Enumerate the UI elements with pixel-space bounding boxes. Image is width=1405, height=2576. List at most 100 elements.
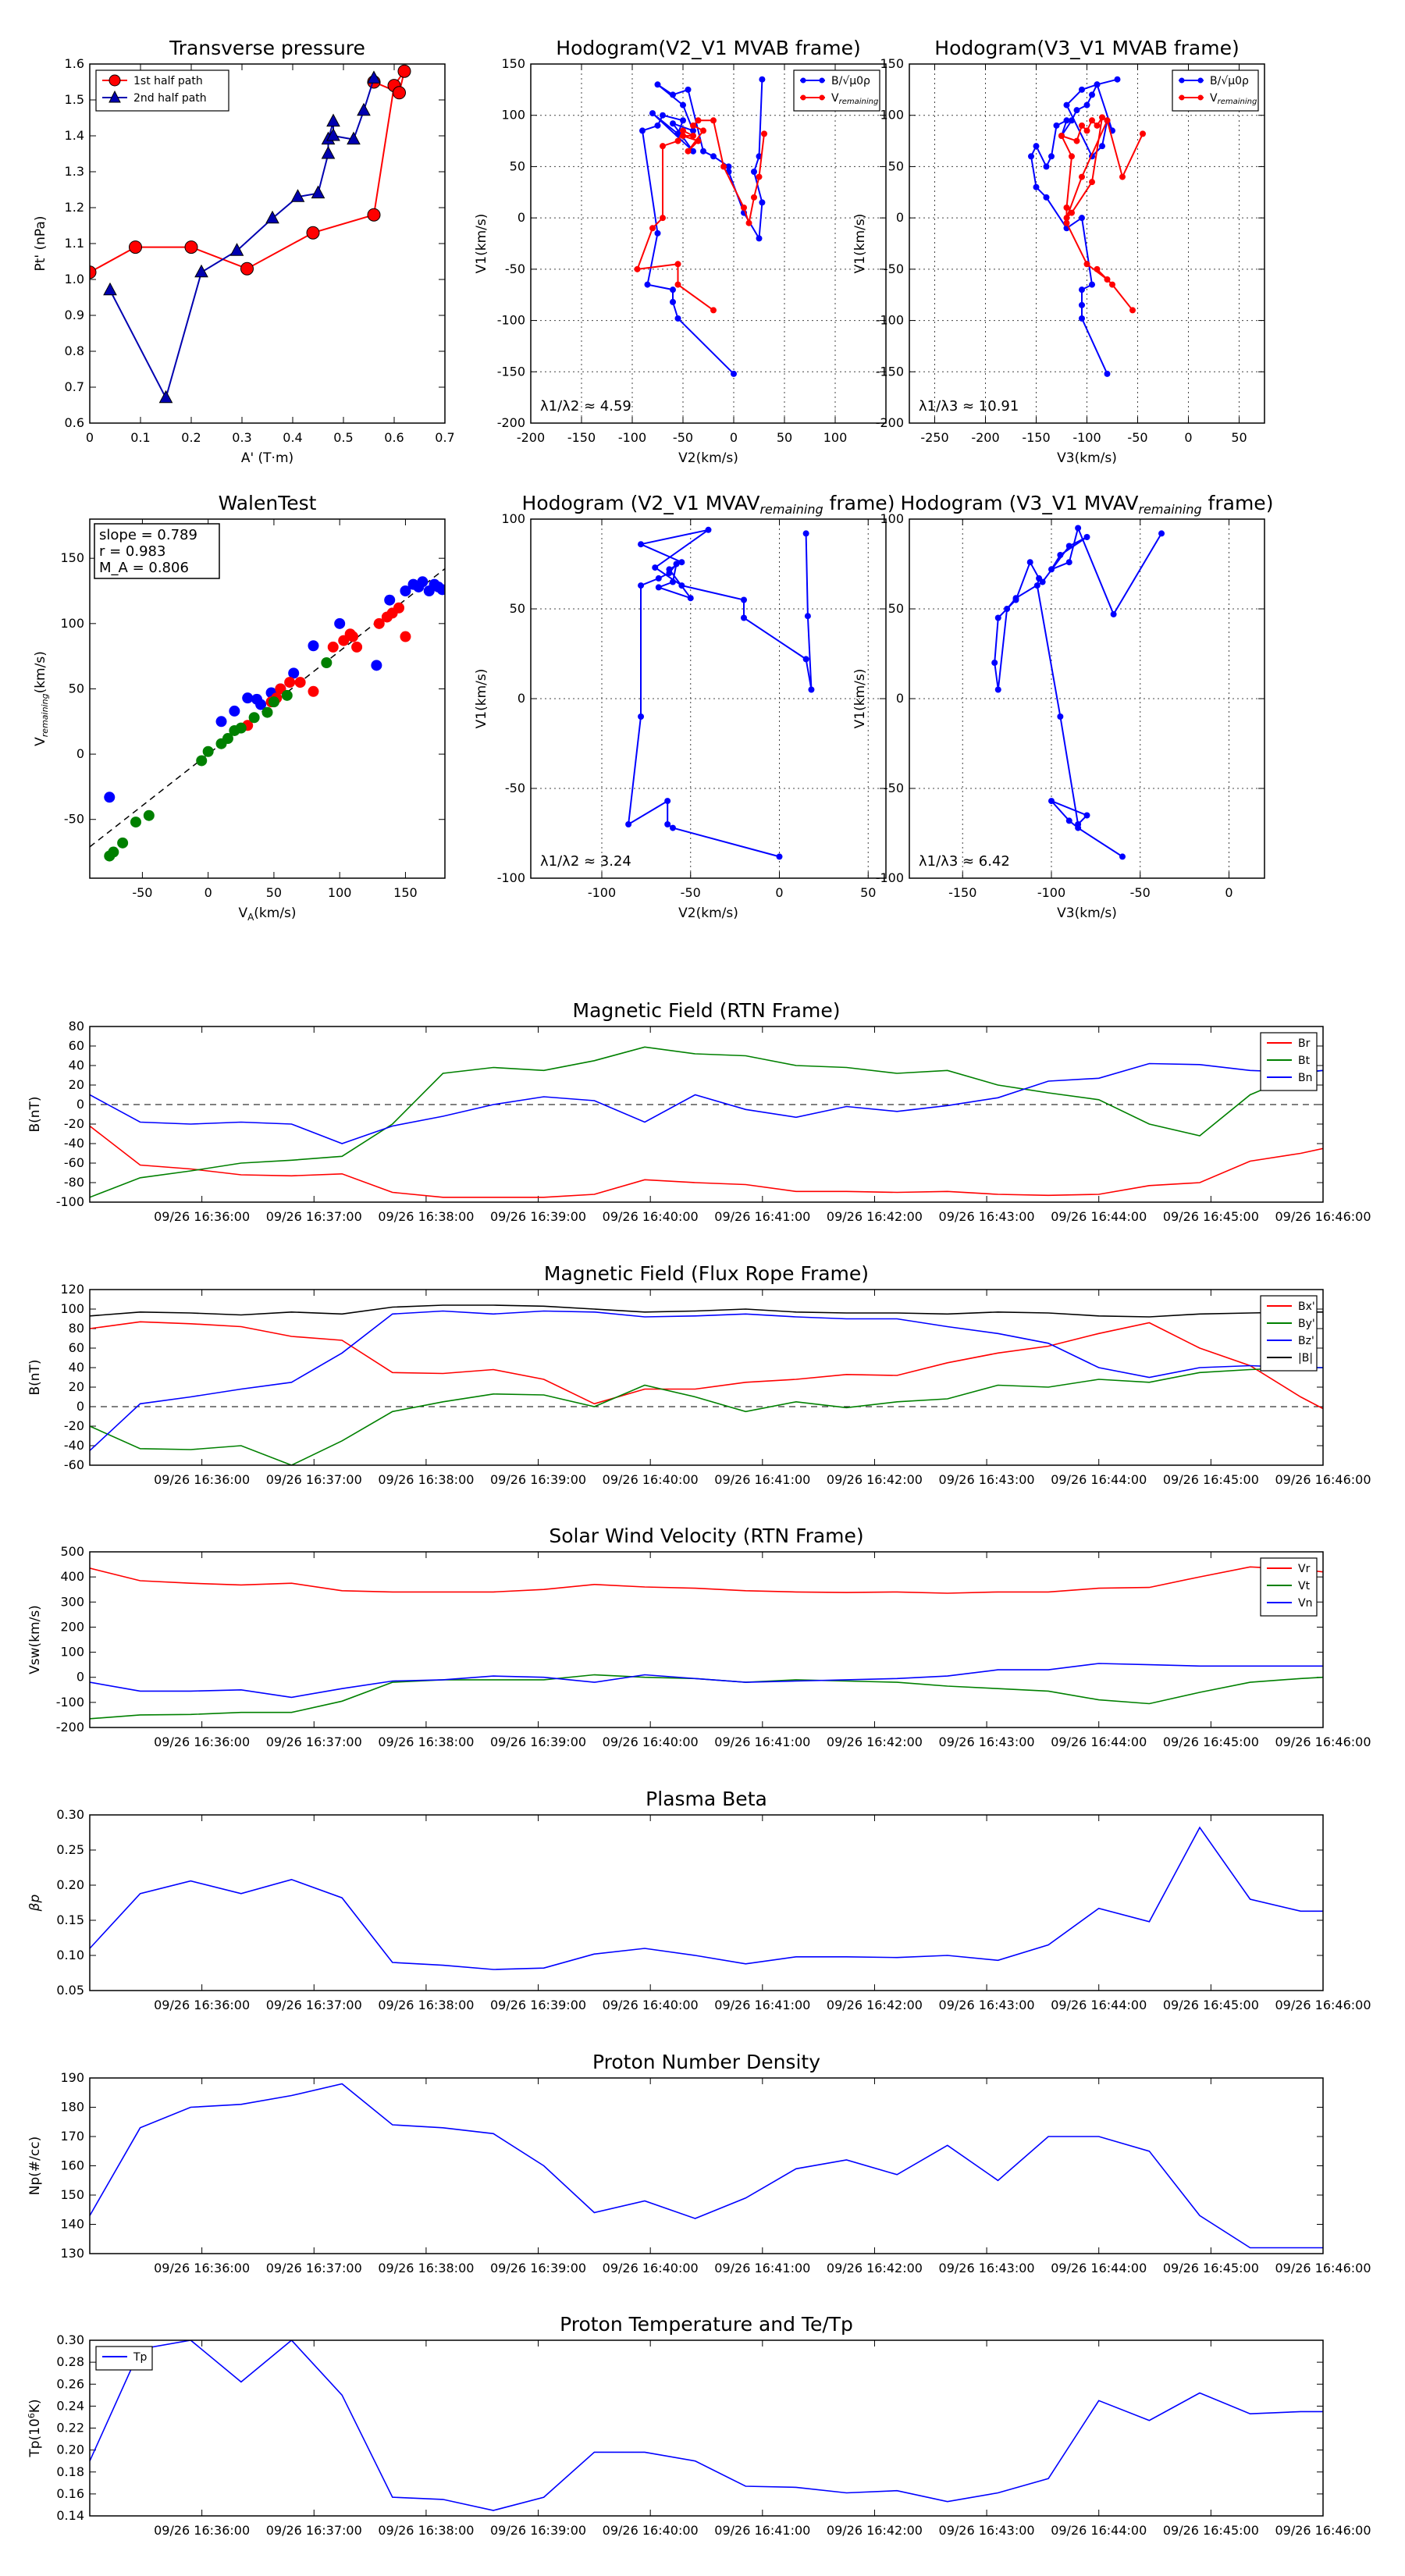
- data-point: [687, 595, 694, 602]
- y-tick-label: 0: [518, 210, 525, 225]
- series-line-Bz: [90, 1310, 1323, 1451]
- x-tick-label: 0.4: [283, 430, 302, 445]
- axes-frame: [89, 1289, 1324, 1466]
- x-tick-label: 09/26 16:38:00: [378, 1209, 474, 1224]
- x-tick-label: -50: [1130, 885, 1151, 900]
- data-point: [690, 122, 696, 129]
- axes-frame: [89, 1814, 1324, 1991]
- series-line-Vn: [90, 1663, 1323, 1699]
- x-tick-label: 09/26 16:36:00: [154, 1472, 250, 1487]
- x-tick-label: 09/26 16:46:00: [1275, 1472, 1371, 1487]
- data-point: [1079, 173, 1085, 180]
- x-axis-label: V3(km/s): [1057, 450, 1117, 466]
- x-tick-label: 09/26 16:38:00: [378, 1472, 474, 1487]
- y-tick-label: -50: [505, 781, 525, 795]
- data-point: [1043, 163, 1050, 170]
- x-tick-label: 09/26 16:36:00: [154, 1998, 250, 2012]
- series-line-Np: [90, 2083, 1323, 2249]
- data-point: [1075, 525, 1082, 532]
- y-tick-label: -50: [64, 812, 84, 827]
- data-point: [655, 584, 662, 591]
- data-point: [700, 148, 706, 155]
- chart-hr21: Hodogram (V2_V1 MVAVremaining frame) -100…: [474, 492, 895, 921]
- x-tick-label: 0: [86, 430, 94, 445]
- data-point: [1079, 286, 1085, 294]
- data-point: [242, 692, 254, 704]
- legend-marker: [1179, 94, 1185, 101]
- series-line-V: [994, 525, 1162, 858]
- y-axis-label: βp: [27, 1894, 43, 1912]
- data-point: [1063, 219, 1070, 226]
- data-point: [202, 745, 214, 757]
- legend-label: Vn: [1298, 1597, 1312, 1610]
- y-axis-label: V1(km/s): [852, 669, 868, 729]
- data-point: [284, 677, 296, 688]
- chart-vsw: Solar Wind Velocity (RTN Frame) 09/26 16:…: [27, 1525, 1371, 1749]
- x-tick-label: 09/26 16:37:00: [266, 1209, 362, 1224]
- chart-title: Magnetic Field (Flux Rope Frame): [544, 1262, 869, 1285]
- data-point: [129, 240, 142, 254]
- data-point: [654, 81, 661, 88]
- x-tick-label: -100: [1037, 885, 1065, 900]
- data-point: [1065, 559, 1072, 566]
- y-tick-label: -100: [56, 1695, 84, 1710]
- x-axis-label: V3(km/s): [1057, 906, 1117, 921]
- data-point: [690, 148, 696, 155]
- data-point: [1069, 117, 1075, 124]
- data-point: [670, 578, 676, 585]
- data-point: [367, 208, 381, 222]
- legend-label: Bx': [1298, 1300, 1315, 1313]
- y-axis-label: B(nT): [27, 1096, 43, 1132]
- x-tick-label: 09/26 16:45:00: [1163, 1472, 1259, 1487]
- y-tick-label: -200: [497, 415, 525, 430]
- data-point: [393, 86, 406, 100]
- x-tick-label: 150: [393, 885, 418, 900]
- data-point: [306, 226, 320, 240]
- data-point: [1110, 610, 1117, 617]
- y-tick-label: 0.20: [56, 2443, 84, 2457]
- y-tick-label: 100: [501, 511, 525, 526]
- x-tick-label: 0: [1225, 885, 1232, 900]
- axes-frame: [909, 63, 1265, 424]
- data-point: [674, 137, 681, 144]
- x-tick-label: 09/26 16:40:00: [603, 1735, 699, 1749]
- y-tick-label: 0.22: [56, 2421, 84, 2435]
- data-point: [117, 837, 129, 849]
- chart-title: Transverse pressure: [169, 37, 365, 59]
- data-point: [680, 133, 686, 139]
- x-tick-label: 0: [205, 885, 212, 900]
- x-tick-label: 09/26 16:39:00: [490, 1998, 586, 2012]
- data-point: [761, 130, 767, 137]
- data-point: [695, 137, 702, 144]
- legend-marker: [819, 94, 825, 101]
- data-point: [229, 243, 244, 256]
- y-tick-label: 0.26: [56, 2376, 84, 2391]
- data-point: [670, 298, 676, 305]
- y-tick-label: -50: [884, 262, 904, 276]
- data-point: [720, 163, 727, 170]
- legend-box: [1172, 69, 1259, 112]
- data-point: [1158, 530, 1165, 537]
- legend: Br Bt Bn: [1260, 1032, 1318, 1091]
- axes-frame: [89, 518, 446, 879]
- x-tick-label: 09/26 16:41:00: [714, 1472, 810, 1487]
- data-point: [265, 210, 279, 224]
- data-point: [652, 564, 659, 571]
- data-point: [194, 264, 208, 278]
- series-line-B: [641, 79, 763, 375]
- y-tick-label: -60: [64, 1155, 84, 1170]
- x-tick-label: -200: [971, 430, 999, 445]
- data-point: [321, 657, 333, 668]
- chart-tp: Transverse pressure 0 0.1 0.2 0.3 0.4 0.5 0.6 0.…: [33, 37, 455, 466]
- legend: Vr Vt Vn: [1260, 1557, 1318, 1617]
- x-axis-label: A' (T·m): [241, 450, 293, 466]
- y-tick-label: 150: [60, 2187, 84, 2202]
- y-tick-label: -100: [876, 313, 904, 328]
- legend-marker: [108, 74, 121, 87]
- y-tick-label: 0.6: [65, 415, 84, 430]
- y-tick-label: 0.10: [56, 1948, 84, 1962]
- data-point: [994, 686, 1001, 693]
- data-point: [1033, 183, 1040, 190]
- x-tick-label: 0.7: [435, 430, 454, 445]
